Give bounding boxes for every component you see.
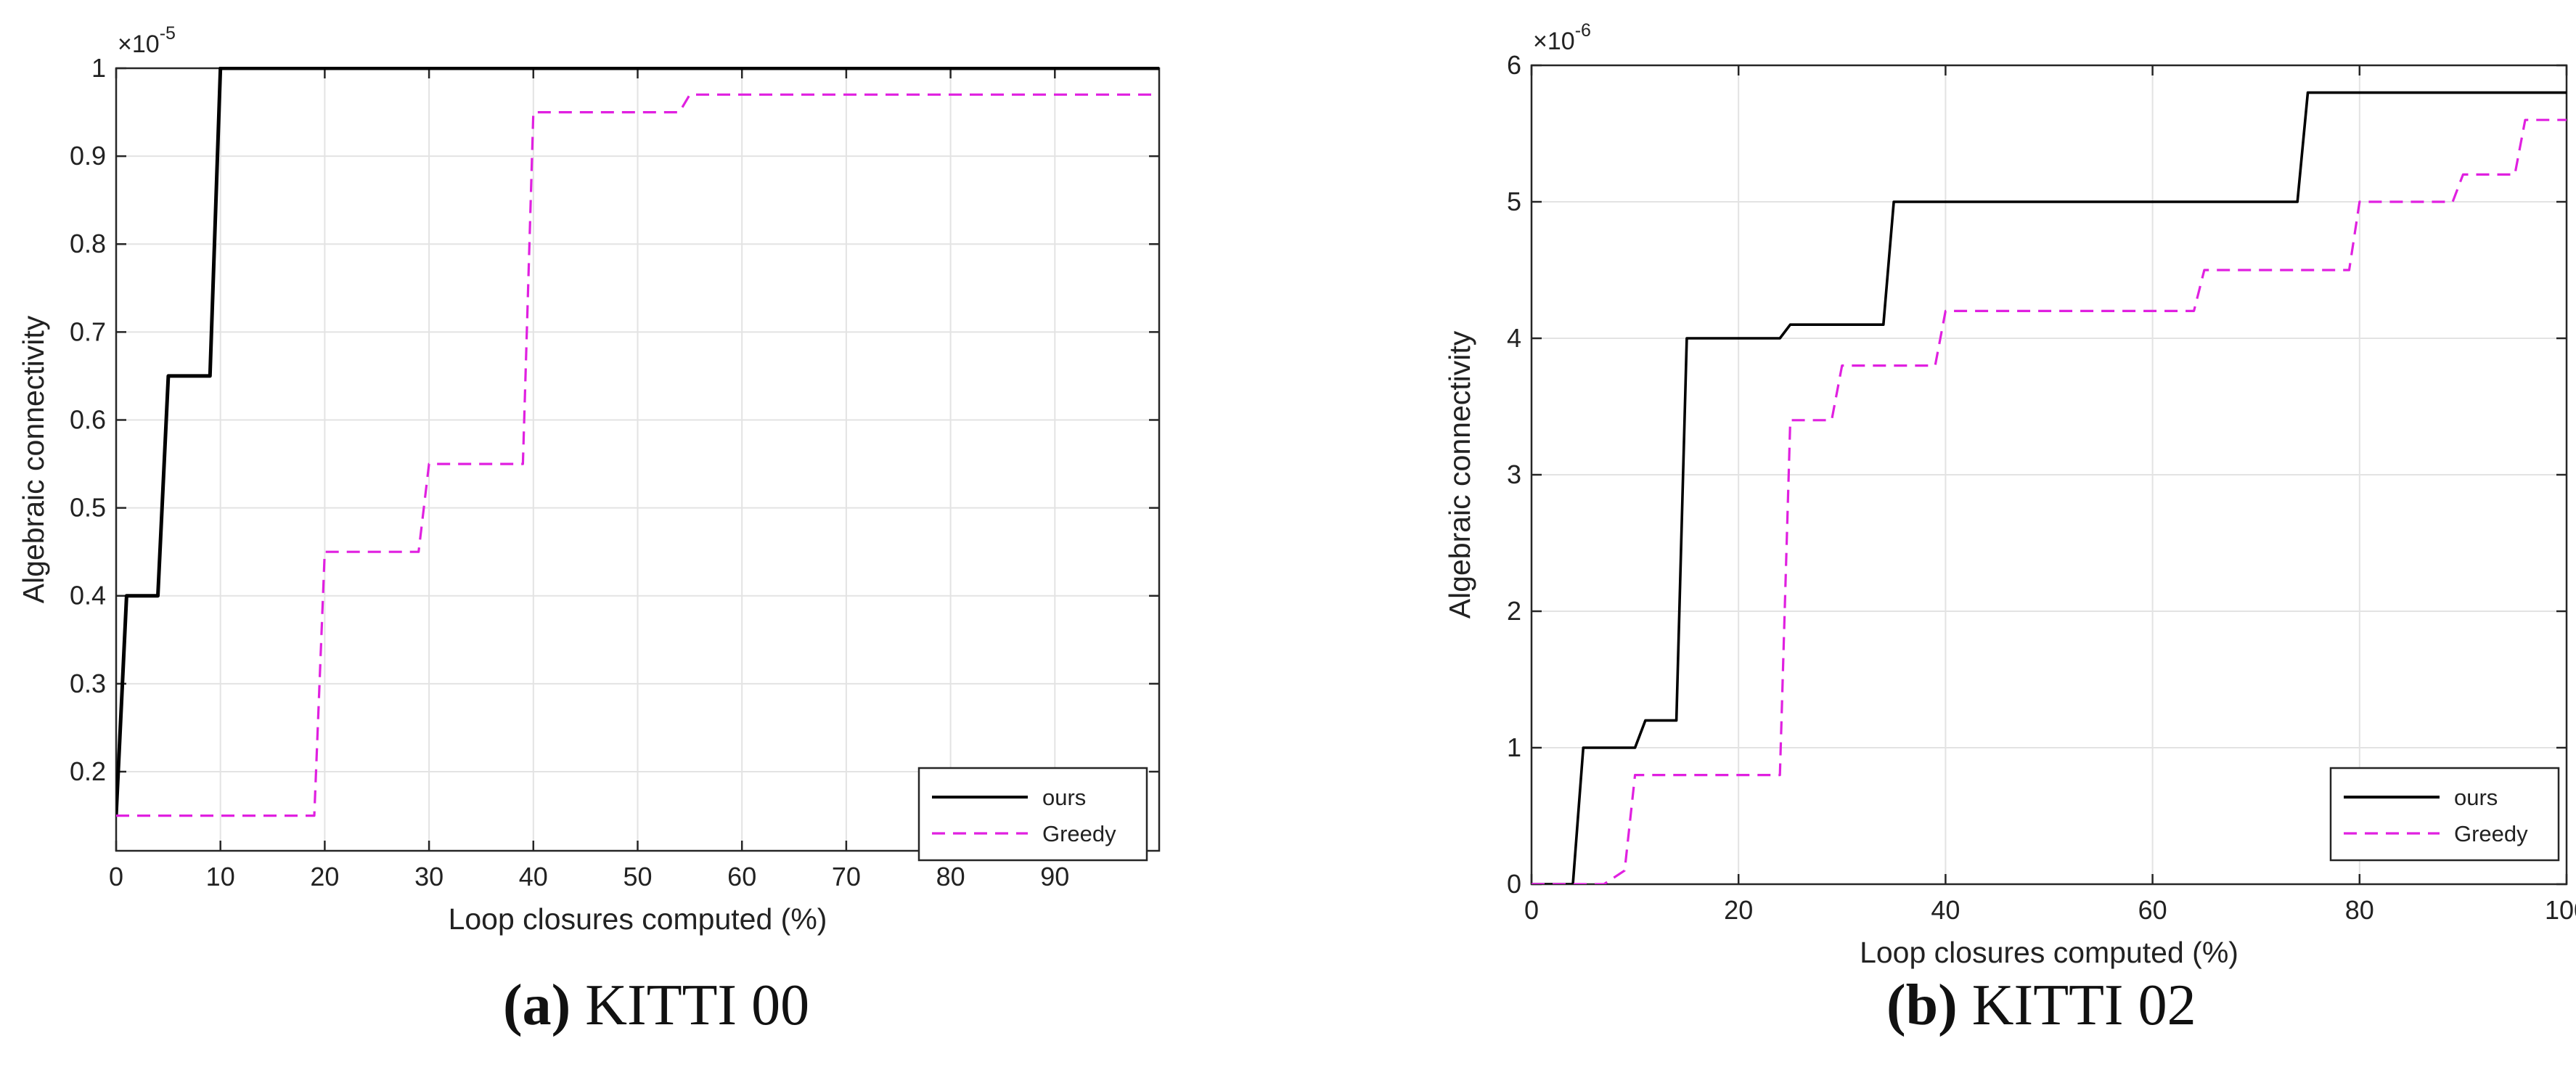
x-tick-label-50: 50 bbox=[623, 862, 652, 891]
x-tick-label-0: 0 bbox=[1524, 895, 1539, 925]
y-tick-label-5: 5 bbox=[1507, 187, 1521, 216]
x-tick-label-40: 40 bbox=[1931, 895, 1960, 925]
y-tick-label-0.6: 0.6 bbox=[70, 404, 106, 434]
y-tick-label-0.9: 0.9 bbox=[70, 141, 106, 171]
x-tick-label-80: 80 bbox=[2345, 895, 2374, 925]
y-tick-label-1: 1 bbox=[1507, 732, 1521, 762]
x-tick-label-60: 60 bbox=[727, 862, 756, 891]
legend-box bbox=[2329, 767, 2560, 862]
y-tick-label-4: 4 bbox=[1507, 323, 1521, 353]
y-tick-label-0.7: 0.7 bbox=[70, 317, 106, 346]
x-axis-label: Loop closures computed (%) bbox=[449, 902, 827, 936]
legend-label-ours: ours bbox=[2454, 785, 2498, 810]
x-tick-label-90: 90 bbox=[1040, 862, 1069, 891]
y-tick-label-0.3: 0.3 bbox=[70, 669, 106, 698]
series-line-greedy bbox=[1532, 118, 2567, 884]
x-tick-label-100: 100 bbox=[2545, 895, 2576, 925]
y-tick-label-3: 3 bbox=[1507, 460, 1521, 489]
legend-box bbox=[917, 767, 1148, 862]
y-tick-label-0: 0 bbox=[1507, 869, 1521, 899]
x-tick-label-30: 30 bbox=[414, 862, 443, 891]
caption-letter-a: (a) bbox=[503, 973, 571, 1037]
chart-kitti-02: 0 20 40 60 80 100 0 1 2 3 4 5 6 ×10-6 Loop closures co… bbox=[1443, 20, 2576, 969]
y-axis-label: Algebraic connectivity bbox=[1443, 330, 1476, 618]
legend-label-greedy: Greedy bbox=[2454, 821, 2528, 846]
caption-kitti-02: (b) KITTI 02 bbox=[1886, 973, 2196, 1039]
legend: ours Greedy bbox=[917, 767, 1148, 862]
y-tick-label-0.5: 0.5 bbox=[70, 493, 106, 523]
legend: ours Greedy bbox=[2329, 767, 2560, 862]
y-tick-label-0.4: 0.4 bbox=[70, 581, 106, 611]
y-tick-label-0.2: 0.2 bbox=[70, 756, 106, 786]
series-line-ours bbox=[116, 67, 1159, 816]
y-tick-label-6: 6 bbox=[1507, 50, 1521, 80]
caption-text-b: KITTI 02 bbox=[1957, 973, 2196, 1037]
y-exponent-power: -5 bbox=[160, 23, 176, 44]
x-tick-label-40: 40 bbox=[519, 862, 548, 891]
x-axis-label: Loop closures computed (%) bbox=[1860, 936, 2238, 969]
series-line-greedy bbox=[116, 93, 1159, 817]
caption-text-a: KITTI 00 bbox=[571, 973, 810, 1037]
y-tick-label-1: 1 bbox=[91, 53, 106, 83]
chart-kitti-00: 0 10 20 30 40 50 60 70 80 90 0.2 0.3 0.4 0.5 0.6 0.7 0.8… bbox=[17, 23, 1161, 936]
y-exponent-base: ×10 bbox=[118, 30, 160, 58]
caption-kitti-00: (a) KITTI 00 bbox=[503, 973, 809, 1039]
y-exponent-power: -6 bbox=[1575, 20, 1591, 41]
y-axis-label: Algebraic connectivity bbox=[17, 315, 50, 603]
x-tick-label-20: 20 bbox=[1724, 895, 1753, 925]
x-tick-label-10: 10 bbox=[206, 862, 235, 891]
y-exponent-base: ×10 bbox=[1533, 28, 1575, 55]
y-tick-label-0.8: 0.8 bbox=[70, 229, 106, 258]
x-tick-label-70: 70 bbox=[832, 862, 861, 891]
x-tick-label-0: 0 bbox=[109, 862, 123, 891]
x-tick-label-60: 60 bbox=[2138, 895, 2167, 925]
legend-label-ours: ours bbox=[1042, 785, 1086, 810]
y-tick-label-2: 2 bbox=[1507, 596, 1521, 626]
x-tick-label-80: 80 bbox=[936, 862, 965, 891]
legend-label-greedy: Greedy bbox=[1042, 821, 1116, 846]
x-tick-label-20: 20 bbox=[310, 862, 339, 891]
y-exponent-label: ×10-5 bbox=[118, 23, 176, 58]
caption-letter-b: (b) bbox=[1886, 973, 1958, 1037]
series-line-ours bbox=[1532, 91, 2567, 884]
y-exponent-label: ×10-6 bbox=[1533, 20, 1591, 55]
